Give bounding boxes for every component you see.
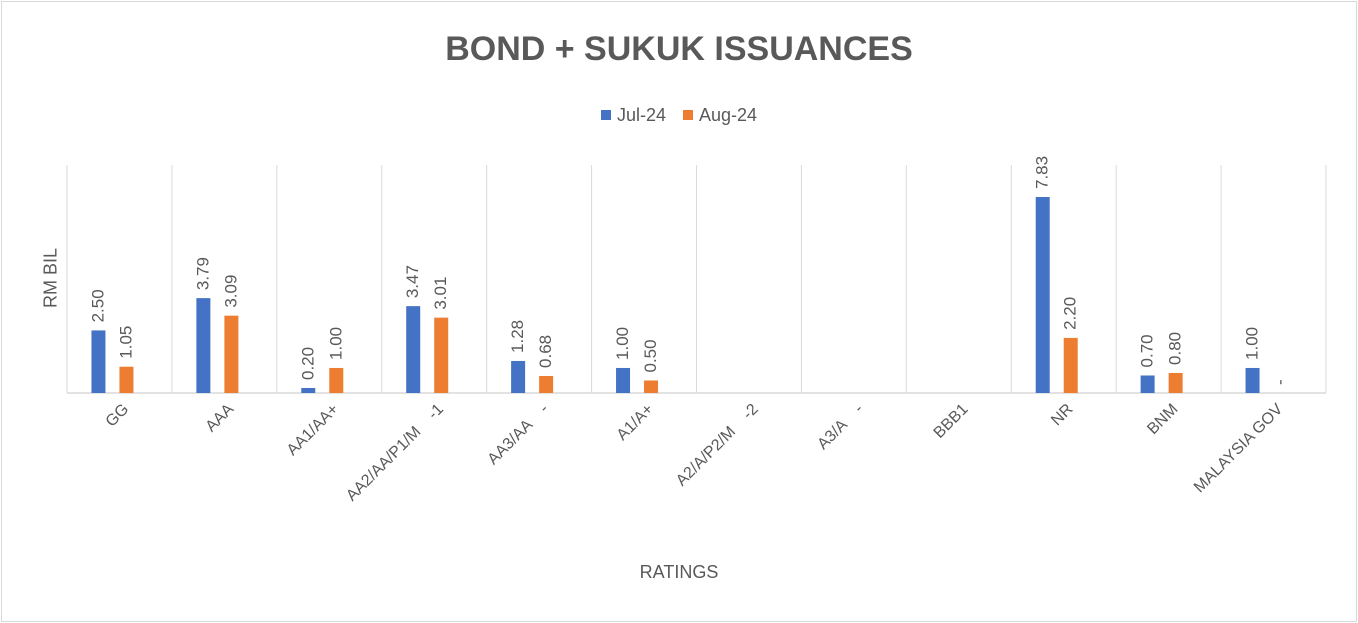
data-label: 0.20	[298, 347, 317, 380]
data-label: 3.47	[403, 265, 422, 298]
bar-jul-24	[1035, 197, 1050, 393]
x-tick-label: NR	[1048, 401, 1076, 429]
legend-swatch-aug-24	[683, 110, 693, 120]
bar-aug-24	[1168, 372, 1183, 393]
bar-jul-24	[91, 330, 106, 393]
bar-jul-24	[1245, 367, 1260, 393]
x-tick-label: A2/A/P2/M -2	[673, 401, 762, 490]
x-tick-label: BBB1	[931, 401, 972, 442]
bar-aug-24	[1063, 337, 1078, 393]
data-label: 0.50	[641, 339, 660, 372]
x-tick-label: GG	[103, 401, 133, 431]
data-label: 1.05	[116, 326, 135, 359]
data-label: 3.79	[193, 257, 212, 290]
x-axis-label: RATINGS	[639, 562, 719, 582]
data-label: 7.83	[1033, 156, 1052, 189]
bar-jul-24	[1140, 375, 1155, 393]
bar-jul-24	[196, 298, 211, 393]
bar-jul-24	[406, 306, 421, 393]
bar-aug-24	[434, 317, 449, 393]
bar-aug-24	[224, 315, 239, 393]
data-label: 1.00	[613, 327, 632, 360]
chart-title: BOND + SUKUK ISSUANCES	[445, 30, 913, 68]
bar-aug-24	[644, 380, 659, 393]
x-tick-label: AA2/AA/P1/M -1	[343, 401, 447, 505]
data-label: 2.50	[88, 289, 107, 322]
legend-item-jul-24: Jul-24	[600, 104, 666, 126]
legend-swatch-jul-24	[600, 110, 611, 120]
data-label: 2.20	[1061, 297, 1080, 330]
data-label: 0.70	[1138, 334, 1157, 367]
data-label: 1.28	[508, 320, 527, 353]
legend-label-jul-24: Jul-24	[616, 104, 666, 125]
x-tick-label: BNM	[1144, 401, 1181, 438]
bar-aug-24	[119, 366, 134, 393]
bar-aug-24	[539, 375, 554, 393]
data-label: 1.00	[1243, 327, 1262, 360]
legend-label-aug-24: Aug-24	[699, 104, 758, 125]
legend-item-aug-24: Aug-24	[683, 105, 757, 126]
data-label: 3.01	[431, 277, 450, 310]
x-tick-label: MALAYSIA GOV	[1191, 401, 1287, 497]
data-label: 0.80	[1166, 332, 1185, 365]
bar-jul-24	[616, 367, 631, 393]
x-tick-label: AAA	[203, 401, 238, 436]
chart-legend: Jul-24 Aug-24	[0, 104, 1358, 126]
bar-jul-24	[511, 360, 526, 393]
x-tick-label: AA3/AA -	[485, 401, 552, 468]
data-label: 0.68	[536, 335, 555, 368]
bar-aug-24	[329, 367, 344, 393]
x-tick-label: A1/A+	[614, 401, 657, 444]
data-label: -	[1271, 379, 1290, 385]
x-tick-label: A3/A -	[814, 401, 866, 453]
data-label: 3.09	[221, 275, 240, 308]
data-label: 1.00	[326, 327, 345, 360]
x-tick-label: AA1/AA+	[284, 401, 342, 459]
bar-jul-24	[301, 387, 316, 393]
